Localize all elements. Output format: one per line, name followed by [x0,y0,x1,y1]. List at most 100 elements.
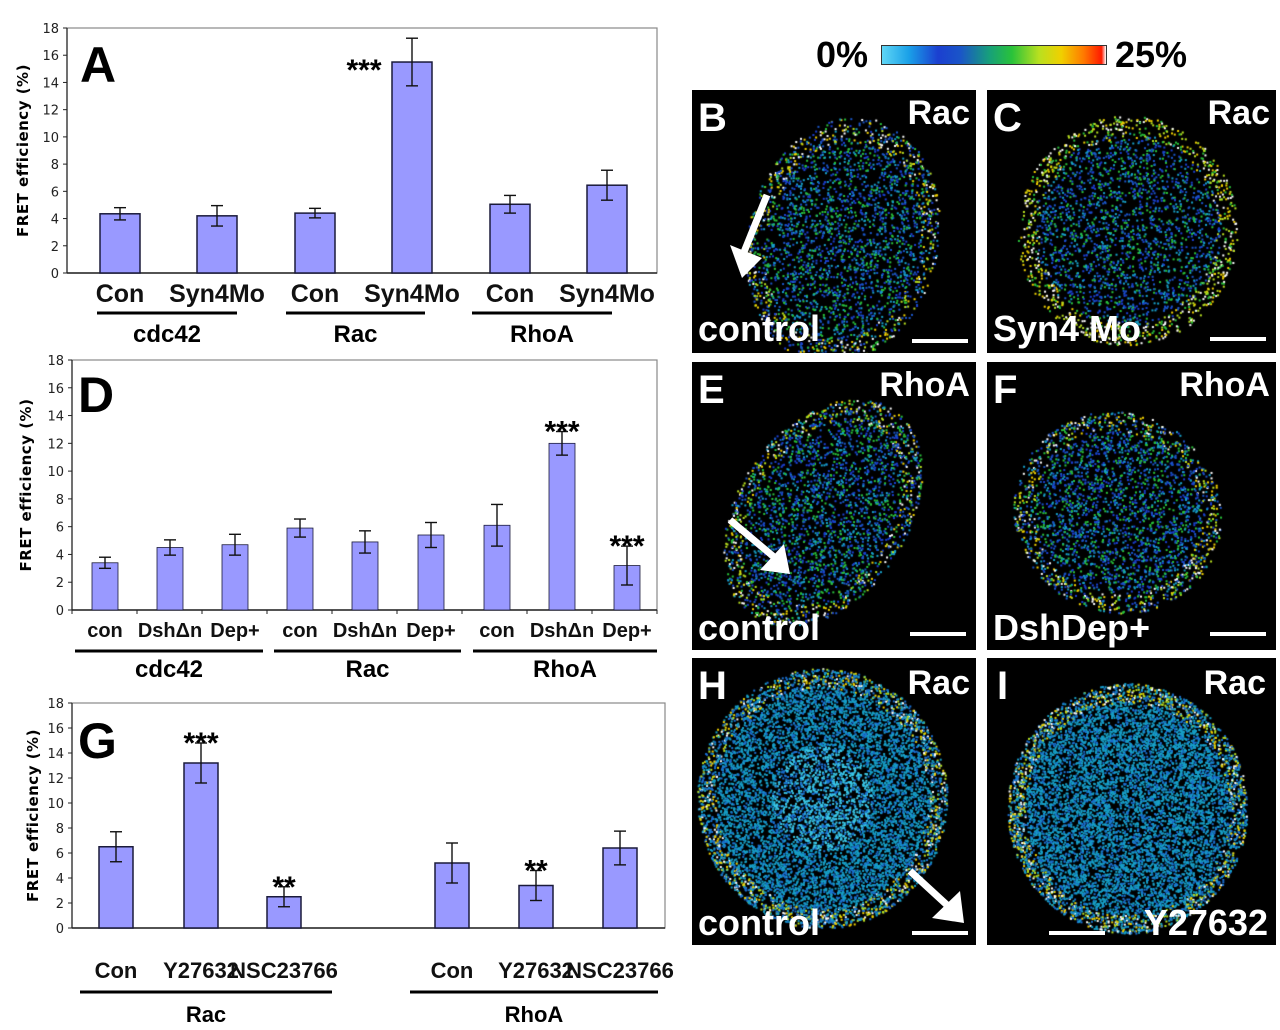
cell-image [692,658,976,945]
y-tick-label: 10 [47,797,64,812]
cell-image [692,362,976,650]
cell-image [987,658,1276,945]
scale-bar [1049,931,1105,935]
y-tick-label: 16 [42,49,59,64]
probe-label: Rac [1207,94,1270,132]
x-tick-label: DshΔn [138,620,202,642]
y-tick-label: 0 [51,267,59,282]
y-tick-label: 12 [42,104,59,119]
group-label: Rac [345,656,389,683]
x-tick-label: con [479,620,515,642]
scale-bar [912,931,968,935]
x-tick-label: NSC23766 [230,958,338,983]
x-tick-label: DshΔn [530,620,594,642]
y-tick-label: 4 [56,872,64,887]
condition-label: Syn4 Mo [993,308,1142,349]
x-tick-label: Dep+ [602,620,651,642]
bar [183,762,219,929]
panel-F: F RhoA DshDep+ [987,362,1276,650]
group-label: RhoA [505,1002,564,1027]
significance-label: ** [524,855,548,888]
group-label: RhoA [533,656,597,683]
bar [156,547,184,611]
y-tick-label: 6 [56,521,64,536]
y-tick-label: 12 [47,772,64,787]
group-label: cdc42 [133,321,201,348]
panel-label: A [80,37,116,93]
y-tick-label: 2 [56,576,64,591]
probe-label: RhoA [879,366,970,404]
x-tick-label: Syn4Mo [364,280,460,308]
significance-label: *** [183,727,218,760]
y-tick-label: 2 [51,240,59,255]
condition-label: Y27632 [1143,902,1268,943]
y-tick-label: 4 [51,213,59,228]
bar [286,527,314,611]
x-tick-label: Con [96,280,145,308]
bar [602,847,638,929]
y-axis-label: FRET efficiency (%) [14,64,32,237]
x-tick-label: con [87,620,123,642]
y-tick-label: 0 [56,922,64,937]
plot-frame [71,702,666,929]
x-tick-label: Con [95,958,138,983]
significance-label: ** [272,871,296,904]
y-tick-label: 16 [47,722,64,737]
significance-label: *** [346,54,381,87]
probe-label: Rac [1203,664,1266,702]
panel-label: F [993,368,1018,412]
x-tick-label: Con [431,958,474,983]
colorbar-max-label: 25% [1115,34,1188,75]
panel-B: B Rac control [692,90,976,353]
bar [91,562,119,611]
panel-label: B [698,96,727,140]
panel-label: G [78,713,117,769]
chart-G: 0 2 4 6 8 10 12 14 16 18 FRET efficiency (%) G Con **… [24,697,674,1027]
y-tick-label: 4 [56,548,64,563]
x-tick-label: Syn4Mo [169,280,265,308]
arrow-icon [727,517,790,574]
y-tick-label: 2 [56,897,64,912]
x-tick-label: Y27632 [163,958,239,983]
group-label: Rac [333,321,377,348]
y-tick-label: 14 [47,410,64,425]
y-tick-label: 18 [47,354,64,369]
chart-A: 0 2 4 6 8 10 12 14 16 18 FRET efficiency (%) A Con Sy… [14,22,658,348]
panel-label: C [993,96,1022,140]
x-tick-label: Dep+ [210,620,259,642]
group-label: cdc42 [135,656,203,683]
cell-image [692,90,976,353]
y-tick-label: 18 [47,697,64,712]
colorbar-min-label: 0% [816,34,869,75]
scale-bar [1210,632,1266,636]
y-tick-label: 12 [47,437,64,452]
y-tick-label: 0 [56,604,64,619]
arrow-icon [907,868,964,923]
panel-E: E RhoA control [692,362,976,650]
bar [489,203,531,274]
x-tick-label: con [282,620,318,642]
condition-label: DshDep+ [993,607,1151,648]
bar [99,213,141,274]
x-tick-label: Con [291,280,340,308]
scale-bar [1210,337,1266,341]
x-tick-label: Syn4Mo [559,280,655,308]
condition-label: control [698,902,820,943]
group-label: Rac [186,1002,226,1027]
arrow-icon [730,193,771,278]
y-axis-label: FRET efficiency (%) [24,729,42,902]
bar [266,896,302,929]
significance-label: *** [609,530,644,563]
y-tick-label: 10 [42,131,59,146]
condition-label: control [698,607,820,648]
y-axis-label: FRET efficiency (%) [17,399,35,572]
x-tick-label: NSC23766 [566,958,674,983]
y-tick-label: 8 [56,493,64,508]
panel-H: H Rac control [692,658,976,945]
scale-bar [912,339,968,343]
panel-label: H [698,664,727,708]
probe-label: RhoA [1179,366,1270,404]
significance-label: *** [544,416,579,449]
panel-C: C Rac Syn4 Mo [987,90,1276,353]
